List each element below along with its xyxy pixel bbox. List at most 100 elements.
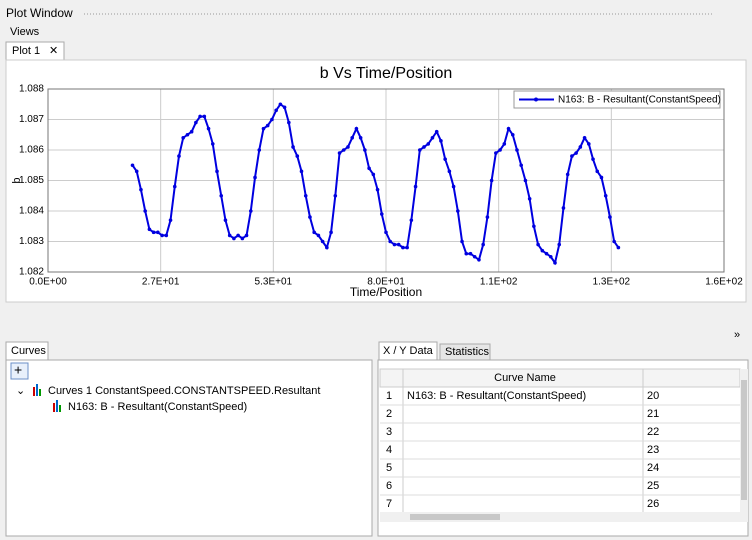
tree-toggle[interactable]: ⌄ bbox=[16, 385, 25, 397]
data-point bbox=[494, 151, 498, 155]
x-tick-label: 5.3E+01 bbox=[255, 277, 293, 288]
legend-box bbox=[513, 90, 721, 109]
data-point bbox=[418, 148, 422, 152]
curve-group[interactable]: Curves 1 ConstantSpeed.CONSTANTSPEED.Res… bbox=[48, 385, 320, 397]
data-point bbox=[249, 209, 253, 213]
data-point bbox=[240, 236, 245, 241]
row-index: 4 bbox=[386, 444, 392, 456]
data-point bbox=[481, 242, 485, 247]
data-point bbox=[172, 184, 177, 189]
data-point bbox=[375, 187, 380, 192]
row-x-value: 22 bbox=[647, 426, 659, 438]
curve-item[interactable]: N163: B - Resultant(ConstantSpeed) bbox=[68, 401, 247, 413]
data-point bbox=[413, 184, 418, 189]
data-point bbox=[434, 129, 439, 134]
data-point bbox=[210, 142, 215, 146]
data-point bbox=[189, 129, 194, 134]
data-point bbox=[130, 163, 135, 168]
window-title: Plot Window bbox=[6, 6, 73, 20]
table-rows: 1 N163: B - Resultant(ConstantSpeed) 20 2 21… bbox=[380, 390, 740, 514]
data-point bbox=[396, 242, 401, 247]
data-point bbox=[426, 142, 431, 146]
h-scroll-thumb[interactable] bbox=[410, 514, 500, 520]
data-point bbox=[570, 154, 574, 158]
h-scrollbar[interactable] bbox=[380, 512, 740, 522]
data-point bbox=[506, 126, 511, 131]
data-point bbox=[198, 114, 202, 119]
row-x-value: 20 bbox=[647, 390, 659, 402]
data-point bbox=[134, 169, 139, 174]
data-point bbox=[363, 148, 367, 152]
chart-title: b Vs Time/Position bbox=[320, 65, 453, 82]
data-point bbox=[194, 120, 198, 125]
data-point bbox=[561, 206, 566, 210]
row-x-value: 25 bbox=[647, 480, 659, 492]
x-tick-label: 0.0E+00 bbox=[29, 277, 67, 288]
data-point bbox=[540, 248, 545, 253]
data-point bbox=[548, 254, 553, 259]
data-point bbox=[587, 142, 591, 146]
data-point bbox=[270, 117, 274, 122]
data-point bbox=[177, 154, 181, 158]
data-point bbox=[557, 242, 562, 247]
add-button[interactable] bbox=[10, 362, 29, 380]
data-point bbox=[160, 233, 164, 238]
data-point bbox=[489, 178, 494, 183]
data-point bbox=[447, 169, 452, 174]
y-tick-label: 1.088 bbox=[19, 84, 44, 95]
curves-panel bbox=[5, 359, 373, 537]
row-x-value: 24 bbox=[647, 462, 659, 474]
data-point bbox=[472, 254, 477, 259]
table-header bbox=[379, 368, 741, 388]
data-point bbox=[282, 105, 287, 110]
data-point bbox=[358, 136, 363, 140]
data-point bbox=[544, 251, 549, 256]
data-point bbox=[278, 102, 283, 107]
expand-button[interactable]: » bbox=[734, 329, 740, 341]
v-scroll-thumb[interactable] bbox=[741, 380, 747, 500]
data-point bbox=[578, 145, 583, 149]
row-index: 3 bbox=[386, 426, 392, 438]
xy-tab-label: X / Y Data bbox=[383, 345, 434, 357]
data-point bbox=[143, 209, 147, 213]
data-point bbox=[299, 169, 304, 174]
data-point bbox=[253, 175, 257, 180]
row-index: 1 bbox=[386, 390, 392, 402]
data-point bbox=[232, 236, 236, 241]
y-tick-label: 1.082 bbox=[19, 267, 44, 278]
data-point bbox=[422, 145, 426, 149]
data-point bbox=[265, 123, 270, 128]
y-axis-label: b bbox=[11, 177, 23, 183]
data-point bbox=[498, 148, 502, 152]
row-curve-name: N163: B - Resultant(ConstantSpeed) bbox=[407, 390, 586, 402]
data-point bbox=[536, 242, 540, 247]
data-point bbox=[451, 184, 456, 189]
data-point bbox=[409, 218, 414, 222]
data-point bbox=[185, 132, 190, 137]
data-point bbox=[295, 154, 300, 158]
data-point bbox=[616, 245, 621, 250]
data-point bbox=[147, 227, 152, 232]
data-point bbox=[599, 175, 604, 180]
tab-close[interactable]: ✕ bbox=[49, 45, 58, 57]
curves-tab-label: Curves bbox=[11, 345, 46, 357]
data-point bbox=[325, 245, 329, 250]
data-point bbox=[608, 215, 612, 219]
data-point bbox=[430, 136, 435, 140]
curve-icon bbox=[53, 400, 61, 412]
data-point bbox=[591, 157, 595, 161]
row-index: 5 bbox=[386, 462, 392, 474]
y-tick-label: 1.086 bbox=[19, 145, 44, 156]
data-point bbox=[329, 230, 333, 235]
plot-frame bbox=[47, 88, 725, 273]
row-index: 6 bbox=[386, 480, 392, 492]
data-point bbox=[477, 258, 481, 262]
data-point bbox=[308, 215, 312, 219]
data-point bbox=[612, 239, 616, 244]
row-index: 7 bbox=[386, 498, 392, 510]
data-point bbox=[532, 224, 536, 229]
legend: N163: B - Resultant(ConstantSpeed) bbox=[513, 90, 721, 109]
data-point bbox=[316, 233, 321, 238]
x-axis-label: Time/Position bbox=[350, 285, 422, 299]
data-point bbox=[519, 163, 523, 168]
